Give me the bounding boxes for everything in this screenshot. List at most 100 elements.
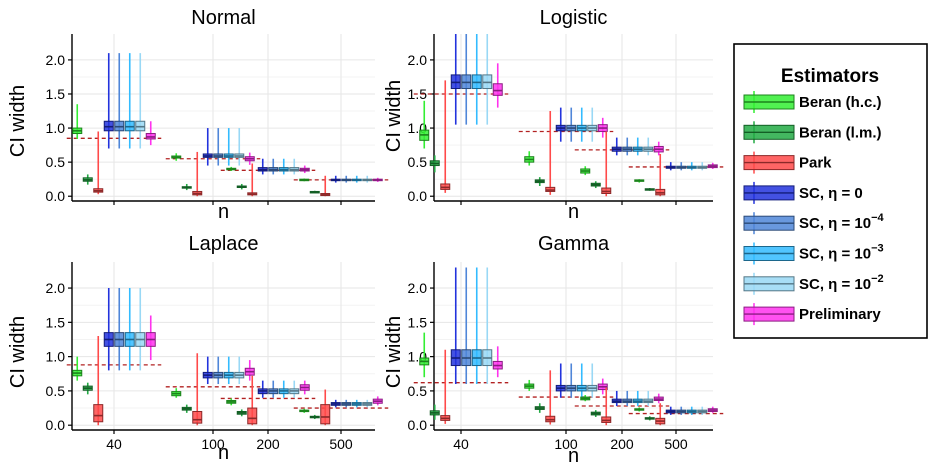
box-beran_hc — [226, 398, 237, 406]
y-axis-label: CI width — [383, 316, 405, 388]
legend-label: Beran (l.m.) — [799, 124, 882, 141]
legend-label: SC, η = 10−2 — [799, 273, 884, 293]
box-sc3 — [686, 406, 697, 415]
y-tick-label: 1.5 — [46, 86, 66, 102]
box-beran_lm — [181, 183, 192, 191]
box-beran_hc — [72, 104, 83, 139]
box-sc0 — [257, 158, 268, 175]
box-sc4 — [114, 53, 125, 149]
box-sc0 — [665, 162, 676, 171]
legend-title: Estimators — [781, 66, 879, 87]
box-sc4 — [566, 363, 577, 398]
box-sc2 — [135, 53, 146, 149]
legend-label: SC, η = 10−4 — [799, 212, 885, 232]
box-prelim — [653, 141, 664, 156]
box-park — [320, 175, 331, 197]
box-beran_hc — [524, 151, 535, 166]
y-tick-label: 0.0 — [46, 417, 66, 433]
box-prelim — [597, 117, 608, 138]
y-tick-label: 2.0 — [408, 52, 428, 68]
box-sc0 — [257, 380, 268, 398]
box-sc0 — [202, 128, 213, 166]
box-sc3 — [278, 158, 289, 175]
box-sc2 — [234, 356, 245, 385]
box-park — [440, 349, 451, 424]
box-sc0 — [103, 53, 114, 149]
y-tick-label: 0.0 — [408, 188, 428, 204]
box-prelim — [244, 360, 255, 381]
box-sc0 — [103, 288, 114, 371]
box-sc3 — [576, 107, 587, 142]
box-sc0 — [450, 267, 461, 385]
box-beran_lm — [82, 382, 93, 395]
box-sc0 — [330, 399, 341, 408]
legend-item-sc2: SC, η = 10−2 — [743, 272, 884, 295]
box-beran_lm — [82, 174, 93, 185]
legend: Estimators Beran (h.c.) Beran (l.m.) Park S… — [733, 43, 928, 339]
box-sc3 — [576, 363, 587, 398]
box-prelim — [244, 152, 255, 165]
box-prelim — [707, 406, 718, 413]
legend-item-sc4: SC, η = 10−4 — [743, 212, 885, 235]
box-park — [655, 153, 666, 197]
box-sc0 — [611, 137, 622, 156]
box-sc2 — [587, 363, 598, 398]
box-sc4 — [341, 399, 352, 408]
box-park — [545, 111, 556, 195]
box-prelim — [145, 121, 156, 146]
box-sc3 — [471, 267, 482, 385]
box-sc4 — [268, 158, 279, 175]
box-prelim — [372, 396, 383, 406]
box-sc4 — [341, 175, 352, 183]
box-sc3 — [471, 34, 482, 125]
box-sc3 — [124, 53, 135, 149]
box-park — [545, 370, 556, 425]
box-sc0 — [555, 363, 566, 398]
box-park — [601, 131, 612, 197]
box-beran_lm — [309, 414, 320, 420]
box-sc3 — [632, 390, 643, 406]
box-sc4 — [622, 137, 633, 156]
legend-label-sup: −2 — [871, 273, 884, 285]
box-prelim — [492, 346, 503, 378]
legend-item-park: Park — [743, 151, 832, 174]
legend-label: Beran (h.c.) — [799, 94, 882, 111]
box-sc3 — [278, 380, 289, 398]
y-axis-label: CI width — [7, 85, 29, 157]
x-tick-label: 40 — [453, 436, 469, 452]
box-beran_lm — [236, 409, 247, 417]
box-park — [192, 353, 203, 426]
box-sc4 — [676, 162, 687, 171]
box-sc3 — [351, 175, 362, 183]
legend-label: SC, η = 0 — [799, 185, 863, 202]
box-body — [247, 407, 258, 425]
box-sc4 — [461, 267, 472, 385]
legend-item-beran_lm: Beran (l.m.) — [743, 121, 882, 144]
legend-item-beran_hc: Beran (h.c.) — [743, 91, 882, 113]
box-prelim — [299, 165, 310, 174]
box-sc3 — [223, 128, 234, 166]
panel-normal: 0.0 0.5 1.0 1.5 2.0 Normal n CI width — [7, 7, 389, 223]
box-sc0 — [202, 356, 213, 385]
y-tick-label: 0.5 — [408, 383, 428, 399]
box-body — [192, 410, 203, 424]
box-park — [192, 151, 203, 197]
box-beran_hc — [171, 153, 182, 161]
y-axis-label: CI width — [7, 316, 29, 388]
box-sc4 — [213, 128, 224, 166]
box-prelim — [372, 177, 383, 182]
box-sc0 — [611, 390, 622, 406]
box-beran_lm — [181, 404, 192, 413]
x-axis-label: n — [568, 445, 579, 467]
box-park — [93, 336, 104, 426]
box-beran_lm — [644, 416, 655, 421]
y-tick-label: 0.5 — [408, 154, 428, 170]
box-beran_hc — [419, 332, 430, 378]
box-prelim — [653, 393, 664, 404]
panel-title: Logistic — [540, 7, 608, 29]
box-prelim — [597, 378, 608, 395]
panel-title: Laplace — [188, 233, 258, 255]
